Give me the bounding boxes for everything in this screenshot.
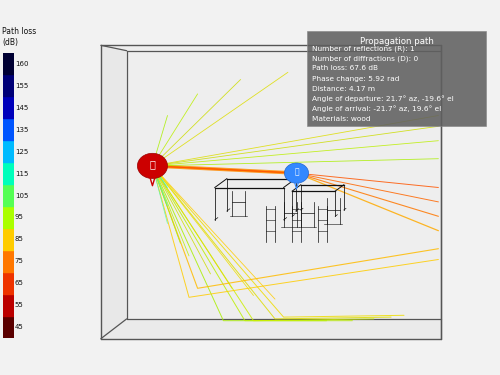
Text: Materials: wood: Materials: wood: [312, 116, 370, 122]
Circle shape: [284, 163, 308, 183]
Text: Phase change: 5.92 rad: Phase change: 5.92 rad: [312, 75, 399, 81]
Bar: [2, 206, 14, 228]
Polygon shape: [101, 45, 440, 51]
Polygon shape: [101, 45, 126, 339]
Text: Angle of arrival: -21.7° az, 19.6° el: Angle of arrival: -21.7° az, 19.6° el: [312, 106, 441, 112]
Bar: [2, 316, 14, 338]
Bar: [2, 184, 14, 206]
Text: Propagation path: Propagation path: [360, 37, 434, 46]
Bar: [2, 228, 14, 250]
Polygon shape: [126, 51, 440, 319]
Bar: [2, 272, 14, 294]
Text: Number of reflections (R): 1: Number of reflections (R): 1: [312, 45, 414, 52]
Text: ⌕: ⌕: [150, 159, 156, 170]
Circle shape: [138, 153, 168, 178]
FancyBboxPatch shape: [307, 31, 486, 126]
Bar: [2, 162, 14, 184]
Polygon shape: [101, 319, 440, 339]
Bar: [2, 74, 14, 96]
Text: Distance: 4.17 m: Distance: 4.17 m: [312, 86, 374, 92]
Text: Angle of departure: 21.7° az, -19.6° el: Angle of departure: 21.7° az, -19.6° el: [312, 96, 454, 102]
Text: Path loss
(dB): Path loss (dB): [2, 27, 37, 47]
Bar: [2, 250, 14, 272]
Bar: [2, 294, 14, 316]
Bar: [2, 96, 14, 118]
Bar: [2, 118, 14, 140]
Text: ⌕: ⌕: [294, 168, 299, 177]
Bar: [2, 53, 14, 74]
Text: Path loss: 67.6 dB: Path loss: 67.6 dB: [312, 66, 378, 72]
Bar: [2, 140, 14, 162]
Text: Number of diffractions (D): 0: Number of diffractions (D): 0: [312, 56, 418, 62]
